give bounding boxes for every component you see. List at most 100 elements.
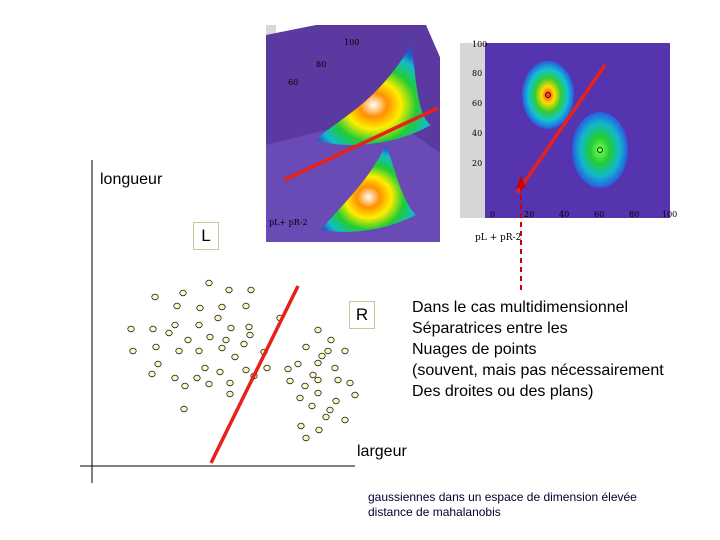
scatter-point [346, 379, 354, 387]
scatter-point [216, 368, 224, 376]
scatter-point [242, 366, 250, 374]
scatter-point [284, 365, 292, 373]
scatter-point [309, 371, 317, 379]
description-line-4: (souvent, mais pas nécessairement [412, 362, 664, 379]
scatter-point [205, 279, 213, 287]
scatter-point [294, 360, 302, 368]
scatter-point [227, 324, 235, 332]
scatter-point [184, 336, 192, 344]
surface-bottom-label: pL+ pR-2 [269, 218, 308, 227]
scatter-point [180, 405, 188, 413]
class-label-r: R [349, 301, 375, 329]
surface-separator [283, 106, 439, 182]
peak-upper [316, 45, 431, 145]
scatter-point [318, 352, 326, 360]
contour-xtick-0: 0 [490, 210, 495, 219]
description-text: Dans le cas multidimensionnel Séparatric… [412, 297, 664, 402]
scatter-point [148, 370, 156, 378]
scatter-point [127, 325, 135, 333]
scatter-point [302, 343, 310, 351]
scatter-point [246, 331, 254, 339]
scatter-point [332, 397, 340, 405]
scatter-point [218, 344, 226, 352]
scatter-point [173, 302, 181, 310]
link-arrow-head [516, 176, 526, 188]
contour-axis-label: pL + pR-2 [475, 233, 521, 243]
scatter-point [314, 359, 322, 367]
scatter-point [222, 336, 230, 344]
contour-xtick-40: 40 [559, 210, 569, 219]
contour-blob-upper [522, 61, 574, 129]
scatter-point [225, 286, 233, 294]
contour-xtick-60: 60 [594, 210, 604, 219]
scatter-point [206, 333, 214, 341]
scatter-point [331, 364, 339, 372]
contour-ytick-80: 80 [472, 69, 482, 78]
scatter-point [324, 347, 332, 355]
scatter-separator [209, 285, 300, 464]
surface-tick-60: 60 [288, 78, 298, 87]
description-line-5: Des droites ou des plans) [412, 383, 594, 400]
scatter-point [149, 325, 157, 333]
scatter-point [286, 377, 294, 385]
scatter-point [179, 289, 187, 297]
scatter-point [301, 382, 309, 390]
surface-tick-100: 100 [344, 38, 359, 47]
scatter-point [151, 293, 159, 301]
scatter-point [247, 286, 255, 294]
scatter-point [218, 303, 226, 311]
contour-xtick-80: 80 [629, 210, 639, 219]
scatter-point [314, 389, 322, 397]
scatter-point [341, 347, 349, 355]
contour-plot: 100 80 60 40 20 0 20 40 60 80 100 pL + p… [440, 25, 680, 250]
description-line-1: Dans le cas multidimensionnel [412, 299, 629, 316]
scatter-point [129, 347, 137, 355]
scatter-point [242, 302, 250, 310]
description-line-2: Séparatrices entre les [412, 320, 568, 337]
description-line-3: Nuages de points [412, 341, 537, 358]
scatter-point [327, 336, 335, 344]
contour-blob-lower [572, 112, 628, 188]
scatter-point [341, 416, 349, 424]
footnote: gaussiennes dans un espace de dimension … [368, 490, 637, 520]
scatter-point [165, 329, 173, 337]
scatter-point [195, 347, 203, 355]
contour-xtick-20: 20 [524, 210, 534, 219]
scatter-point [314, 326, 322, 334]
scatter-point [181, 382, 189, 390]
peak-lower [321, 145, 416, 232]
scatter-point [326, 406, 334, 414]
scatter-point [231, 353, 239, 361]
contour-ytick-60: 60 [472, 99, 482, 108]
scatter-point [263, 364, 271, 372]
scatter-point [195, 321, 203, 329]
contour-xtick-100: 100 [662, 210, 677, 219]
contour-separator [515, 64, 607, 194]
y-axis-label: longueur [100, 171, 163, 188]
scatter-point [315, 426, 323, 434]
scatter-point [171, 374, 179, 382]
scatter-point [205, 380, 213, 388]
contour-ytick-100: 100 [472, 40, 487, 49]
class-label-l: L [193, 222, 219, 250]
scatter-point [201, 364, 209, 372]
scatter-point [302, 434, 310, 442]
scatter-point [175, 347, 183, 355]
scatter-point [296, 394, 304, 402]
scatter-point [322, 413, 330, 421]
scatter-point [308, 402, 316, 410]
scatter-point [196, 304, 204, 312]
x-axis-label: largeur [357, 443, 407, 460]
contour-ytick-40: 40 [472, 129, 482, 138]
scatter-point [214, 314, 222, 322]
contour-ytick-20: 20 [472, 159, 482, 168]
surface-tick-80: 80 [316, 60, 326, 69]
scatter-point [240, 340, 248, 348]
scatter-point [297, 422, 305, 430]
scatter-point [351, 391, 359, 399]
scatter-point [226, 379, 234, 387]
scatter-point [193, 374, 201, 382]
footnote-line-2: distance de mahalanobis [368, 505, 501, 519]
